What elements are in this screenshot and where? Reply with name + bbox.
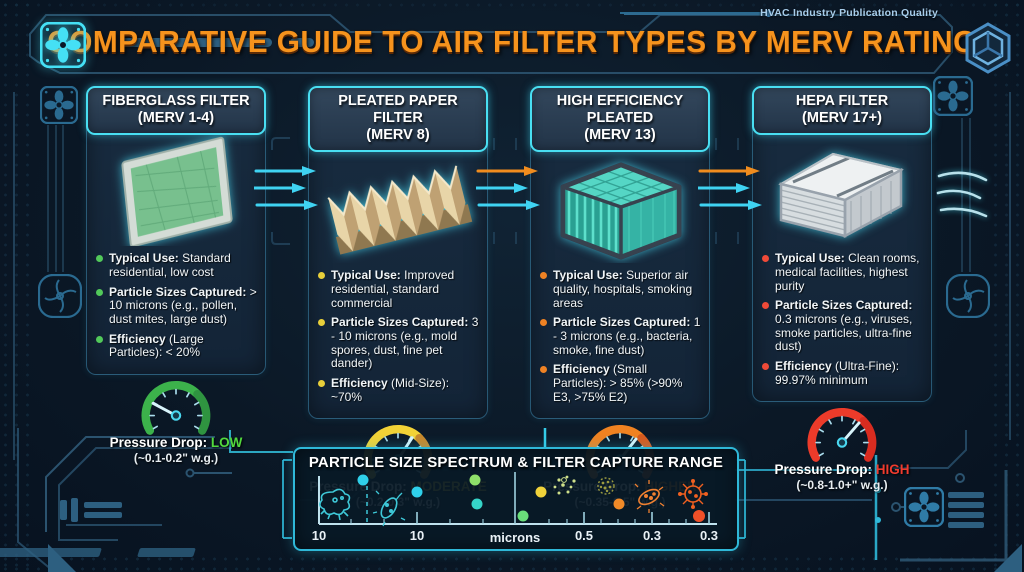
fact-typical-use: Typical Use: Clean rooms, medical facili… bbox=[762, 251, 923, 293]
pressure-drop-value: HIGH bbox=[875, 462, 910, 478]
fan-icon bbox=[904, 487, 944, 527]
hexagon-logo bbox=[965, 22, 1011, 74]
bullet-dot bbox=[96, 255, 103, 263]
fact-efficiency: Efficiency (Large Particles): < 20% bbox=[96, 332, 257, 360]
bullet-dot bbox=[96, 335, 103, 343]
filter-facts-list: Typical Use: Improved residential, stand… bbox=[309, 263, 487, 418]
bullet-dot bbox=[96, 288, 103, 296]
filter-column-fiberglass: FIBERGLASS FILTER (MERV 1-4) Typical Use… bbox=[86, 86, 266, 465]
filter-column-high-efficiency: HIGH EFFICIENCY PLEATED (MERV 13) bbox=[530, 86, 710, 509]
fact-particle-sizes: Particle Sizes Captured: 3 - 10 microns … bbox=[318, 316, 479, 371]
bullet-dot bbox=[318, 380, 325, 388]
dust-mite-icon bbox=[319, 488, 351, 521]
pressure-drop-range: (~0.1-0.2" w.g.) bbox=[133, 450, 219, 465]
bullet-dot bbox=[540, 319, 547, 327]
filter-merv: (MERV 17+) bbox=[802, 110, 882, 127]
pressure-drop-label: Pressure Drop: LOW bbox=[109, 434, 243, 450]
pressure-drop-label: Pressure Drop: HIGH bbox=[774, 462, 910, 478]
filter-card: HIGH EFFICIENCY PLEATED (MERV 13) bbox=[530, 86, 710, 420]
airflow-arrows-1 bbox=[254, 166, 318, 210]
fact-particle-sizes: Particle Sizes Captured: 1 - 3 microns (… bbox=[540, 315, 701, 357]
filter-column-hepa: HEPA FILTER (MERV 17+) bbox=[752, 86, 932, 492]
pleated-paper-filter-illustration bbox=[327, 165, 473, 255]
fact-typical-use: Typical Use: Standard residential, low c… bbox=[96, 251, 257, 279]
pressure-drop-range: (~0.8-1.0+" w.g.) bbox=[796, 478, 888, 493]
filter-card-header: PLEATED PAPER FILTER (MERV 8) bbox=[308, 86, 488, 153]
swirl-fan-icon bbox=[946, 274, 990, 318]
fact-typical-use: Typical Use: Superior air quality, hospi… bbox=[540, 268, 701, 310]
filter-card: PLEATED PAPER FILTER (MERV 8) bbox=[308, 86, 488, 420]
filter-facts-list: Typical Use: Standard residential, low c… bbox=[87, 246, 265, 374]
axis-tick-label: 0.3 bbox=[643, 528, 661, 543]
filter-title: HEPA FILTER bbox=[795, 93, 889, 109]
filter-card-header: HEPA FILTER (MERV 17+) bbox=[752, 86, 932, 136]
spore-icon bbox=[372, 490, 406, 527]
pollen-cluster-icon bbox=[597, 477, 615, 495]
pressure-gauge bbox=[86, 377, 266, 439]
publication-badge: HVAC Industry Publication Quality bbox=[760, 7, 938, 19]
spectrum-title: PARTICLE SIZE SPECTRUM & FILTER CAPTURE … bbox=[308, 454, 724, 471]
axis-unit-label: microns bbox=[490, 530, 541, 545]
bullet-dot bbox=[318, 319, 325, 327]
particle-spectrum-panel: PARTICLE SIZE SPECTRUM & FILTER CAPTURE … bbox=[293, 447, 739, 551]
fan-icon bbox=[40, 22, 86, 68]
filter-facts-list: Typical Use: Clean rooms, medical facili… bbox=[753, 246, 931, 401]
bullet-dot bbox=[762, 255, 769, 263]
pressure-drop-value: LOW bbox=[210, 434, 243, 450]
clean-air-swoosh-icon bbox=[936, 171, 988, 218]
bullet-dot bbox=[762, 302, 769, 310]
capture-range-lines bbox=[361, 478, 701, 518]
fact-typical-use: Typical Use: Improved residential, stand… bbox=[318, 268, 479, 310]
filter-facts-list: Typical Use: Superior air quality, hospi… bbox=[531, 263, 709, 418]
axis-tick-label: 10 bbox=[410, 528, 424, 543]
particle-cluster-icon bbox=[553, 475, 576, 495]
page-title: COMPARATIVE GUIDE TO AIR FILTER TYPES BY… bbox=[47, 24, 977, 59]
fact-particle-sizes: Particle Sizes Captured: 0.3 microns (e.… bbox=[762, 298, 923, 354]
filter-column-pleated-paper: PLEATED PAPER FILTER (MERV 8) bbox=[308, 86, 488, 509]
fan-icon bbox=[933, 76, 973, 116]
hepa-filter-illustration bbox=[778, 153, 904, 239]
filter-card: HEPA FILTER (MERV 17+) bbox=[752, 86, 932, 403]
fan-icon bbox=[40, 86, 78, 124]
filter-merv: (MERV 13) bbox=[584, 127, 656, 144]
filter-title: HIGH EFFICIENCY PLEATED bbox=[556, 93, 684, 127]
swirl-fan-icon bbox=[38, 274, 82, 318]
fact-efficiency: Efficiency (Ultra-Fine): 99.97% minimum bbox=[762, 359, 923, 387]
badge-dot bbox=[765, 10, 772, 17]
filter-card-header: HIGH EFFICIENCY PLEATED (MERV 13) bbox=[530, 86, 710, 153]
high-efficiency-filter-illustration bbox=[560, 162, 682, 260]
bullet-dot bbox=[540, 366, 547, 374]
filter-card-header: FIBERGLASS FILTER (MERV 1-4) bbox=[86, 86, 266, 136]
bacteria-icon bbox=[634, 480, 665, 513]
fiberglass-filter-illustration bbox=[121, 137, 233, 247]
virus-icon bbox=[677, 479, 708, 509]
filter-title: PLEATED PAPER FILTER bbox=[338, 93, 458, 127]
filter-merv: (MERV 8) bbox=[366, 127, 430, 144]
spectrum-chart: 10 10 microns 0.5 0.3 0.3 bbox=[312, 472, 718, 545]
filter-merv: (MERV 1-4) bbox=[137, 110, 215, 127]
filter-card: FIBERGLASS FILTER (MERV 1-4) Typical Use… bbox=[86, 86, 266, 375]
airflow-arrows-3 bbox=[698, 166, 762, 210]
fact-efficiency: Efficiency (Mid-Size): ~70% bbox=[318, 376, 479, 404]
bullet-dot bbox=[762, 362, 769, 370]
axis-tick-label: 0.5 bbox=[575, 528, 593, 543]
airflow-arrows-2 bbox=[476, 166, 540, 210]
capture-range-endpoints bbox=[357, 474, 705, 522]
fact-particle-sizes: Particle Sizes Captured: > 10 microns (e… bbox=[96, 285, 257, 327]
bullet-dot bbox=[318, 272, 325, 280]
filter-title: FIBERGLASS FILTER bbox=[102, 93, 250, 109]
axis-tick-label: 0.3 bbox=[700, 528, 718, 543]
pressure-gauge bbox=[752, 404, 932, 466]
bullet-dot bbox=[540, 272, 547, 280]
badge-line bbox=[624, 13, 764, 15]
fact-efficiency: Efficiency (Small Particles): > 85% (>90… bbox=[540, 362, 701, 404]
axis-tick-label: 10 bbox=[312, 528, 326, 543]
